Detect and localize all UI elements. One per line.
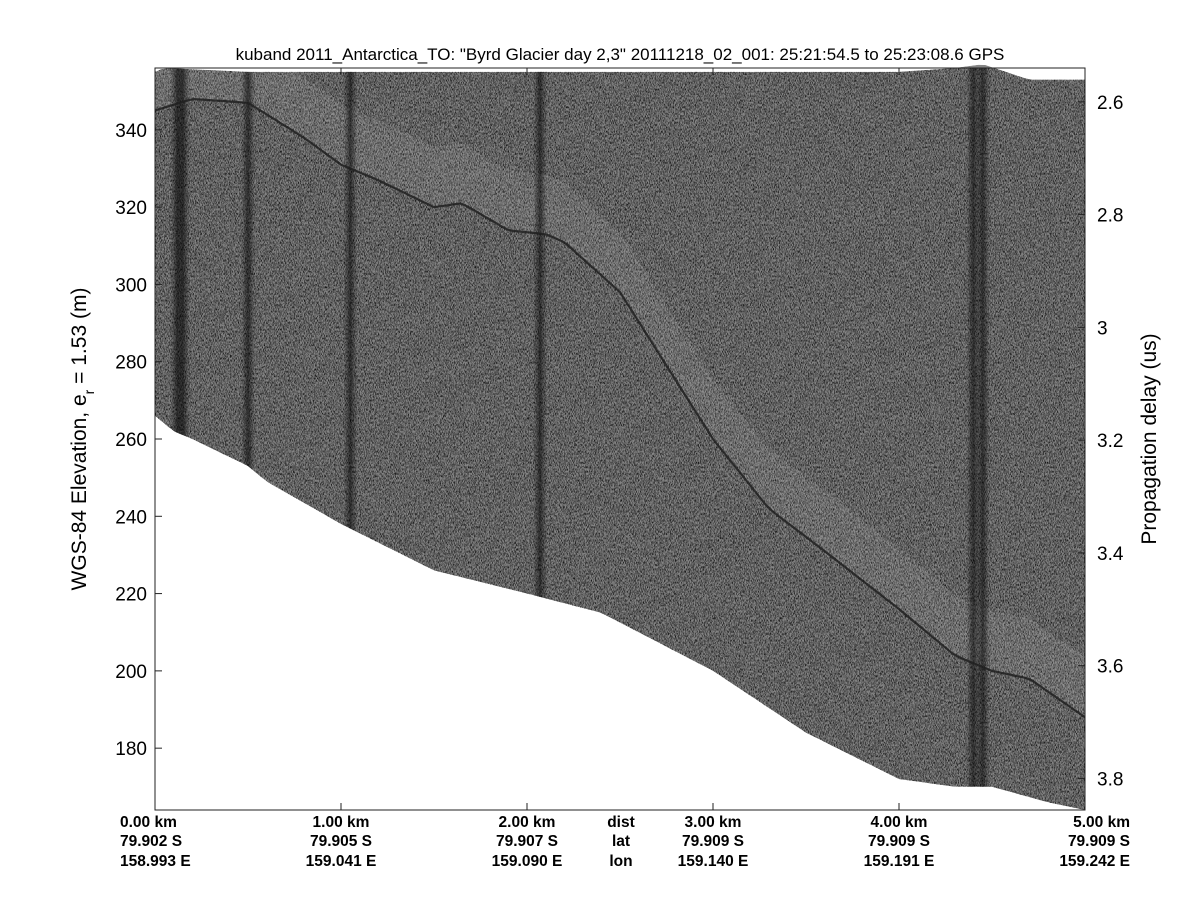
x-tick-lon-label: 159.191 E [864, 853, 935, 870]
y-tick-label: 220 [115, 585, 147, 606]
x-tick-dist-label: 4.00 km [871, 814, 928, 831]
x-tick-dist-label: 2.00 km [499, 814, 556, 831]
y2-tick-label: 3.8 [1097, 769, 1123, 790]
x-tick-dist-label: 5.00 km [1073, 814, 1130, 831]
y-tick-label: 240 [115, 507, 147, 528]
x-tick-lat-label: 79.909 S [1068, 833, 1130, 850]
x-tick-lon-label: 159.140 E [678, 853, 749, 870]
surface-reflector-line [155, 97, 1085, 719]
x-tick-lon-label: 159.242 E [1059, 853, 1130, 870]
x-tick-lat-label: 79.905 S [310, 833, 372, 850]
x-tick-lat-label: 79.907 S [496, 833, 558, 850]
y2-tick-label: 2.6 [1097, 93, 1123, 114]
y2-tick-label: 3.6 [1097, 657, 1123, 678]
chart-title: kuband 2011_Antarctica_TO: "Byrd Glacier… [236, 45, 1005, 64]
row-label-lat: lat [612, 833, 630, 850]
y2-tick-label: 3.4 [1097, 544, 1124, 565]
y-tick-label: 280 [115, 353, 147, 374]
y2-tick-label: 3.2 [1097, 431, 1123, 452]
x-tick-lon-label: 159.041 E [306, 853, 377, 870]
y-axis-label: WGS-84 Elevation, er = 1.53 (m) [68, 288, 97, 591]
x-tick-lat-label: 79.909 S [868, 833, 930, 850]
dark-column-1 [175, 68, 190, 810]
row-label-lon: lon [609, 853, 632, 870]
dark-column-6 [975, 68, 990, 810]
x-tick-dist-label: 1.00 km [313, 814, 370, 831]
y2-axis-label: Propagation delay (us) [1138, 333, 1161, 544]
y2-tick-label: 2.8 [1097, 206, 1123, 227]
x-tick-lat-label: 79.902 S [120, 833, 182, 850]
echogram-data-region [155, 64, 1085, 810]
x-tick-lon-label: 158.993 E [120, 853, 191, 870]
y-tick-label: 300 [115, 275, 147, 296]
x-tick-dist-label: 0.00 km [120, 814, 177, 831]
dark-column-4 [533, 68, 547, 810]
left-axis: 180 200 220 240 260 280 300 320 340 [115, 121, 162, 760]
row-label-dist: dist [607, 814, 635, 831]
bottom-axis: 0.00 km 79.902 S 158.993 E 1.00 km 79.905 S 1… [120, 68, 1130, 870]
y2-tick-label: 3 [1097, 318, 1108, 339]
echogram-image [155, 64, 1085, 810]
x-tick-lon-label: 159.090 E [492, 853, 563, 870]
right-axis: 2.6 2.8 3 3.2 3.4 3.6 3.8 [1078, 93, 1124, 790]
echogram-speckle [155, 68, 1085, 810]
echogram-clutter-band [155, 64, 1085, 718]
dark-column-3 [343, 68, 358, 810]
y-tick-label: 320 [115, 198, 147, 219]
x-tick-lat-label: 79.909 S [682, 833, 744, 850]
y-tick-label: 340 [115, 121, 147, 142]
y-tick-label: 180 [115, 739, 147, 760]
y-tick-label: 260 [115, 430, 147, 451]
x-tick-dist-label: 3.00 km [685, 814, 742, 831]
dark-column-2 [241, 68, 255, 810]
y-tick-label: 200 [115, 662, 147, 683]
